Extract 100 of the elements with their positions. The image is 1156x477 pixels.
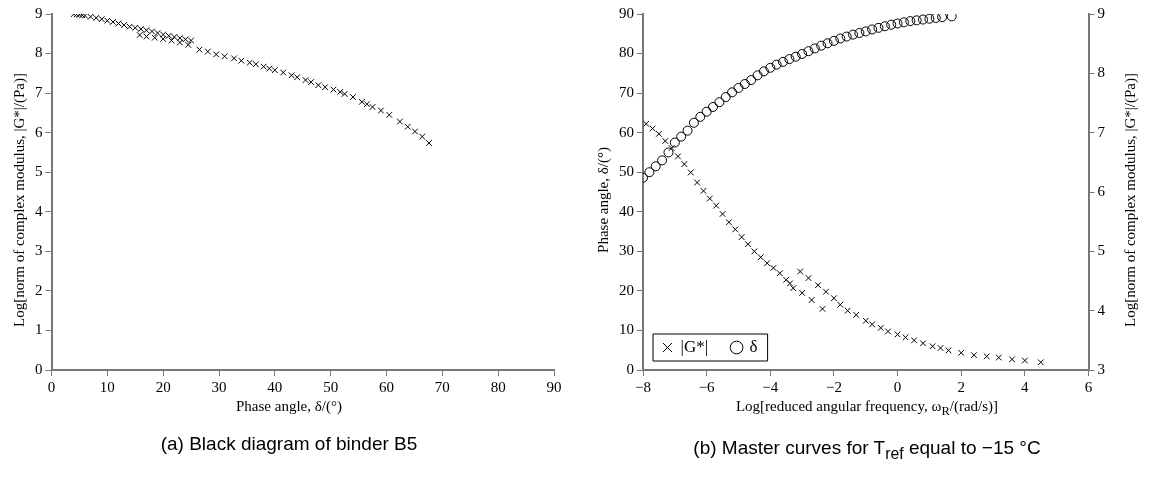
point [676, 131, 687, 142]
x-tick-label: 80 [490, 378, 506, 395]
point [751, 248, 758, 255]
point [957, 349, 965, 357]
point [778, 56, 789, 67]
point [720, 92, 731, 103]
point [898, 17, 909, 28]
x-axis-title: Phase angle, δ/(°) [236, 398, 342, 415]
point [695, 111, 706, 122]
point [657, 155, 668, 166]
point [970, 351, 978, 359]
x-tick-label: −6 [698, 378, 716, 395]
point [693, 179, 701, 186]
legend-label: |G*| [680, 336, 709, 356]
y-tick-label: 90 [619, 4, 634, 21]
x-tick-label: 30 [211, 378, 226, 395]
point [687, 169, 695, 176]
point [682, 125, 693, 136]
point [706, 195, 714, 202]
x-tick-label: 4 [1021, 378, 1030, 395]
x-tick-label: 40 [266, 378, 282, 395]
point [739, 79, 750, 90]
point [830, 294, 838, 302]
y-tick-label: 2 [34, 281, 42, 298]
x-tick-label: 60 [378, 378, 394, 395]
point [790, 51, 801, 62]
point [661, 137, 669, 145]
point [886, 19, 897, 30]
point [796, 268, 804, 275]
x-tick-label: 90 [546, 378, 561, 395]
y2-axis-title: Log[norm of complex modulus, |G*|/(Pa)] [1122, 73, 1139, 327]
y-tick-label: 8 [34, 44, 42, 61]
point [719, 210, 726, 218]
point [663, 147, 674, 158]
point [930, 14, 941, 23]
point [884, 328, 892, 335]
point [819, 305, 826, 313]
point [809, 43, 820, 54]
y-tick-label: 0 [34, 360, 42, 377]
point [835, 33, 846, 44]
point [929, 342, 936, 350]
x-tick-label: 2 [957, 378, 965, 395]
point [873, 22, 884, 33]
point [902, 334, 909, 341]
y-tick-label: 50 [619, 163, 634, 180]
x-tick-label: −2 [825, 378, 842, 395]
point [822, 38, 833, 49]
point [733, 82, 744, 93]
y-tick-label: 9 [34, 4, 42, 21]
y-tick-label: 6 [34, 123, 43, 140]
point [937, 344, 944, 352]
x-tick-label: 10 [99, 378, 115, 395]
point [643, 120, 650, 128]
point [911, 15, 922, 26]
point [860, 26, 871, 37]
y-tick-label: 80 [619, 44, 634, 61]
y2-tick-label: 5 [1097, 242, 1105, 259]
x-tick-label: 0 [893, 378, 902, 395]
y-tick-label: 60 [619, 123, 634, 140]
point [797, 48, 808, 59]
y-tick-label: 70 [619, 84, 634, 101]
point [700, 187, 707, 195]
point [770, 264, 777, 272]
point [655, 130, 663, 138]
y-tick-label: 5 [34, 163, 42, 180]
point [808, 296, 815, 304]
y2-tick-label: 4 [1097, 301, 1106, 318]
point [784, 54, 795, 65]
point [757, 253, 765, 261]
point [803, 46, 814, 57]
point [752, 70, 763, 81]
point [731, 226, 739, 233]
point [681, 160, 688, 168]
x-tick-label: −4 [762, 378, 779, 395]
point [674, 153, 682, 160]
y-tick-label: 3 [34, 242, 42, 259]
point [867, 24, 878, 35]
y-axis-title: Phase angle, δ/(°) [595, 147, 612, 253]
x-tick-label: 0 [47, 378, 55, 395]
point [937, 14, 948, 23]
y-tick-label: 40 [619, 202, 634, 219]
y-tick-label: 7 [34, 84, 43, 101]
point [828, 35, 839, 46]
point [892, 18, 903, 29]
point [814, 281, 822, 289]
point [918, 14, 929, 25]
y-tick-label: 30 [619, 242, 634, 259]
point [1021, 357, 1029, 364]
point [708, 101, 719, 112]
point [786, 280, 794, 287]
x-tick-label: 50 [322, 378, 338, 395]
x-tick-label: 70 [434, 378, 450, 395]
point [650, 161, 661, 172]
point [688, 117, 699, 128]
point [744, 240, 752, 248]
point [701, 106, 712, 117]
x-axis-title: Log[reduced angular frequency, ω$_{R}$/(rad/s)] [735, 398, 999, 419]
point [644, 167, 655, 178]
point [714, 97, 725, 108]
point [995, 354, 1003, 361]
